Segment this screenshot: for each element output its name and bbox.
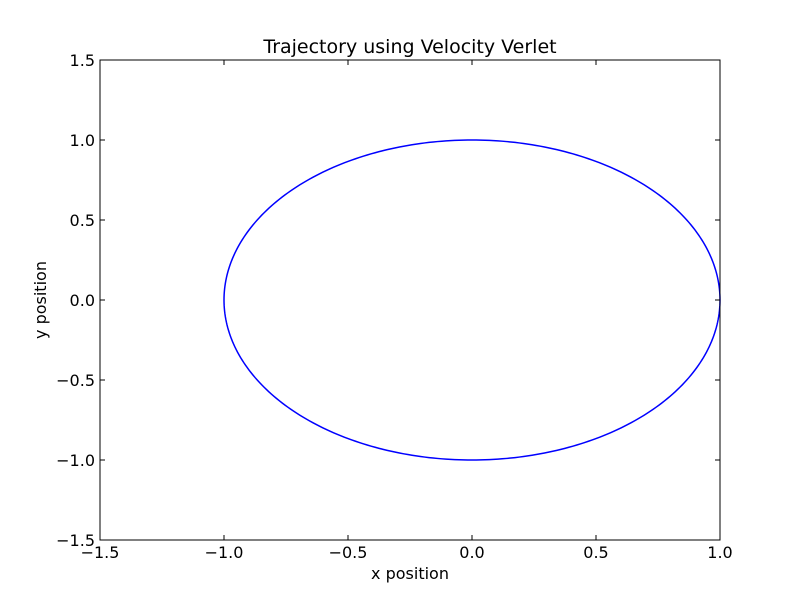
x-tick-label: 1.0 — [707, 543, 732, 562]
chart-title: Trajectory using Velocity Verlet — [262, 36, 556, 58]
x-tick-label: 0.0 — [459, 543, 484, 562]
y-tick-label: −1.5 — [56, 531, 95, 550]
y-tick-label: −1.0 — [56, 451, 95, 470]
y-axis-ticks: −1.5 −1.0 −0.5 0.0 0.5 1.0 1.5 — [56, 51, 720, 550]
y-tick-label: −0.5 — [56, 371, 95, 390]
x-tick-label: 0.5 — [583, 543, 608, 562]
x-tick-label: −0.5 — [329, 543, 368, 562]
x-tick-label: −1.5 — [81, 543, 120, 562]
y-tick-label: 1.0 — [70, 131, 95, 150]
y-tick-label: 0.5 — [70, 211, 95, 230]
x-axis-label: x position — [371, 564, 449, 583]
x-tick-label: −1.0 — [205, 543, 244, 562]
y-axis-label: y position — [31, 261, 50, 339]
y-tick-label: 0.0 — [70, 291, 95, 310]
x-axis-ticks: −1.5 −1.0 −0.5 0.0 0.5 1.0 — [81, 60, 733, 562]
y-tick-label: 1.5 — [70, 51, 95, 70]
trajectory-line — [223, 139, 721, 461]
plot-area — [99, 59, 721, 541]
plot-background — [100, 60, 720, 540]
